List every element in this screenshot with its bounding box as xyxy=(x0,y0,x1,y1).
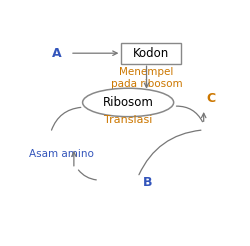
Text: Asam amino: Asam amino xyxy=(29,149,94,159)
FancyBboxPatch shape xyxy=(121,43,182,64)
FancyArrowPatch shape xyxy=(139,130,201,175)
Text: A: A xyxy=(52,47,61,60)
Text: Kodon: Kodon xyxy=(133,47,170,60)
Text: C: C xyxy=(206,92,215,105)
FancyArrowPatch shape xyxy=(78,170,96,180)
Ellipse shape xyxy=(82,88,174,117)
Text: Ribosom: Ribosom xyxy=(103,96,154,109)
Text: Translasi: Translasi xyxy=(104,115,152,125)
FancyArrowPatch shape xyxy=(176,106,203,122)
FancyArrowPatch shape xyxy=(52,108,81,130)
Text: Menempel
pada ribosom: Menempel pada ribosom xyxy=(111,67,182,89)
Text: B: B xyxy=(143,175,152,188)
